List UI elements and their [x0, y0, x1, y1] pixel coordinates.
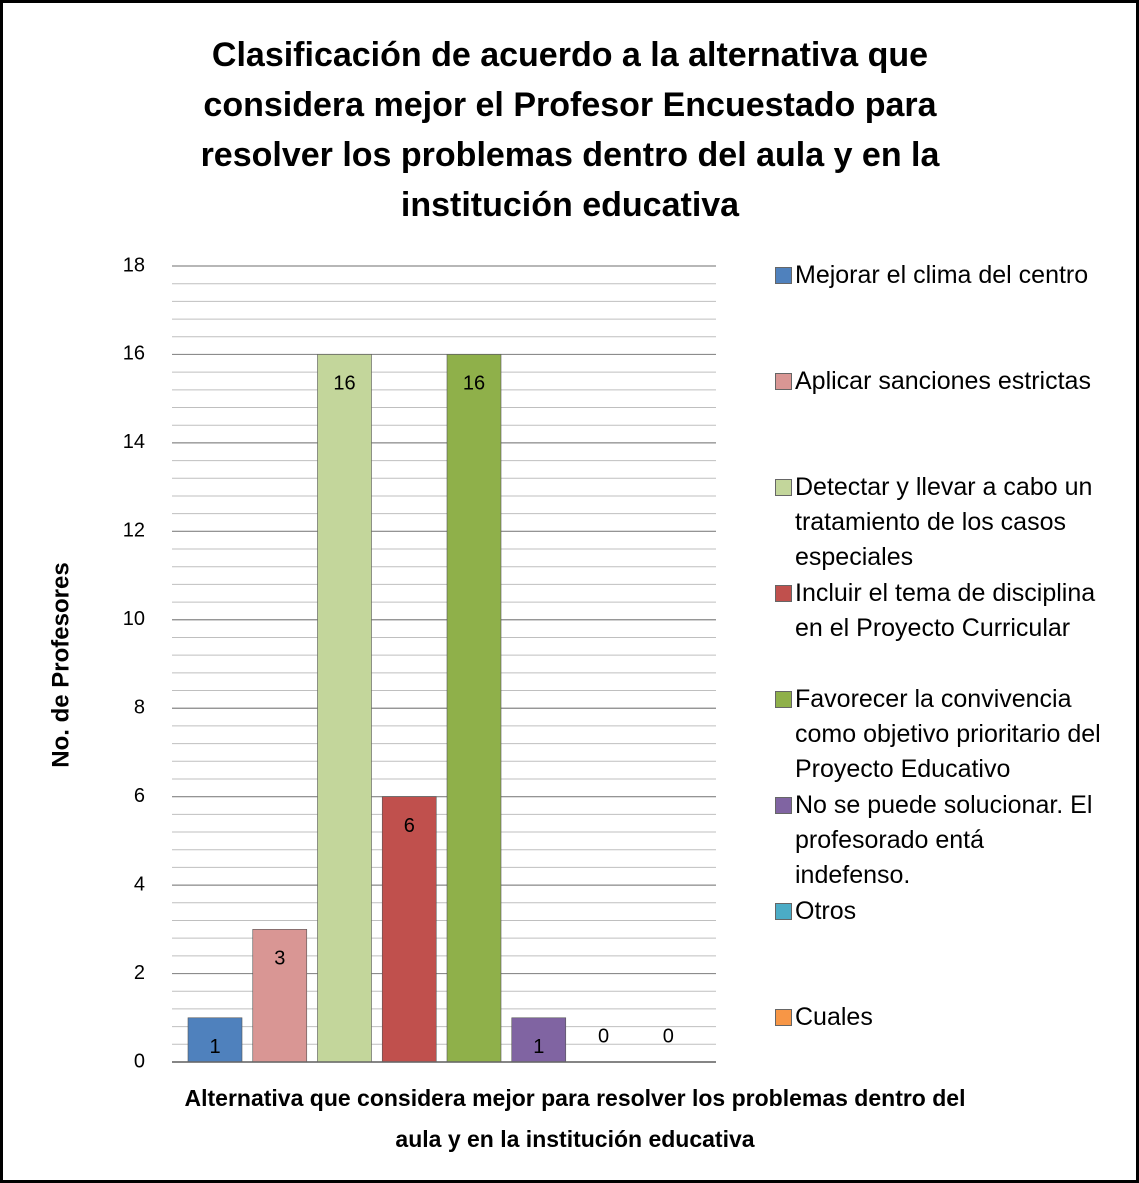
- legend-entry: Aplicar sanciones estrictas: [775, 364, 1105, 399]
- legend-swatch: [775, 585, 792, 602]
- bar: [317, 354, 372, 1063]
- y-tick-label: 0: [134, 1050, 145, 1072]
- bar: [511, 1017, 567, 1063]
- y-tick-label: 18: [123, 254, 145, 276]
- x-axis-title: Alternativa que considera mejor para res…: [184, 1085, 966, 1152]
- data-label: 16: [463, 373, 485, 395]
- legend-entry: Incluir el tema de disciplina en el Proy…: [775, 576, 1105, 646]
- y-tick-label: 10: [123, 608, 145, 630]
- legend-entry: Favorecer la convivencia como objetivo p…: [775, 682, 1105, 787]
- legend-label: No se puede solucionar. El profesorado e…: [795, 791, 1093, 889]
- legend-swatch: [775, 1009, 792, 1026]
- data-label: 0: [663, 1025, 674, 1047]
- legend-swatch: [775, 903, 792, 920]
- data-label: 1: [533, 1036, 544, 1058]
- bar: [252, 929, 308, 1063]
- data-label: 6: [404, 815, 415, 837]
- y-tick-label: 14: [123, 431, 145, 453]
- y-tick-label: 2: [134, 962, 145, 984]
- legend-swatch: [775, 479, 792, 496]
- data-label: 0: [598, 1025, 609, 1047]
- legend-label: Incluir el tema de disciplina en el Proy…: [795, 579, 1096, 642]
- y-tick-label: 6: [134, 785, 145, 807]
- legend-label: Detectar y llevar a cabo un tratamiento …: [795, 473, 1093, 571]
- legend-label: Favorecer la convivencia como objetivo p…: [795, 685, 1101, 783]
- bar: [381, 796, 437, 1063]
- legend-entry: Mejorar el clima del centro: [775, 258, 1105, 293]
- y-tick-label: 4: [134, 873, 145, 895]
- y-tick-label: 12: [123, 520, 145, 542]
- y-axis-title: No. de Profesores: [47, 562, 74, 767]
- data-label: 1: [209, 1036, 220, 1058]
- legend-swatch: [775, 373, 792, 390]
- bar: [446, 354, 502, 1063]
- legend-entry: No se puede solucionar. El profesorado e…: [775, 788, 1105, 893]
- data-label: 16: [333, 373, 355, 395]
- legend-entry: Detectar y llevar a cabo un tratamiento …: [775, 470, 1105, 575]
- legend-label: Aplicar sanciones estrictas: [795, 367, 1091, 395]
- legend-label: Mejorar el clima del centro: [795, 261, 1089, 289]
- legend-entry: Otros: [775, 894, 1105, 929]
- y-tick-label: 8: [134, 697, 145, 719]
- chart-title: Clasificación de acuerdo a la alternativ…: [200, 36, 940, 224]
- legend-swatch: [775, 691, 792, 708]
- legend-label: Cuales: [795, 1003, 873, 1031]
- legend-label: Otros: [795, 897, 857, 925]
- data-label: 3: [274, 948, 285, 970]
- legend-swatch: [775, 797, 792, 814]
- y-tick-label: 16: [123, 343, 145, 365]
- legend-swatch: [775, 267, 792, 284]
- legend-entry: Cuales: [775, 1000, 1105, 1035]
